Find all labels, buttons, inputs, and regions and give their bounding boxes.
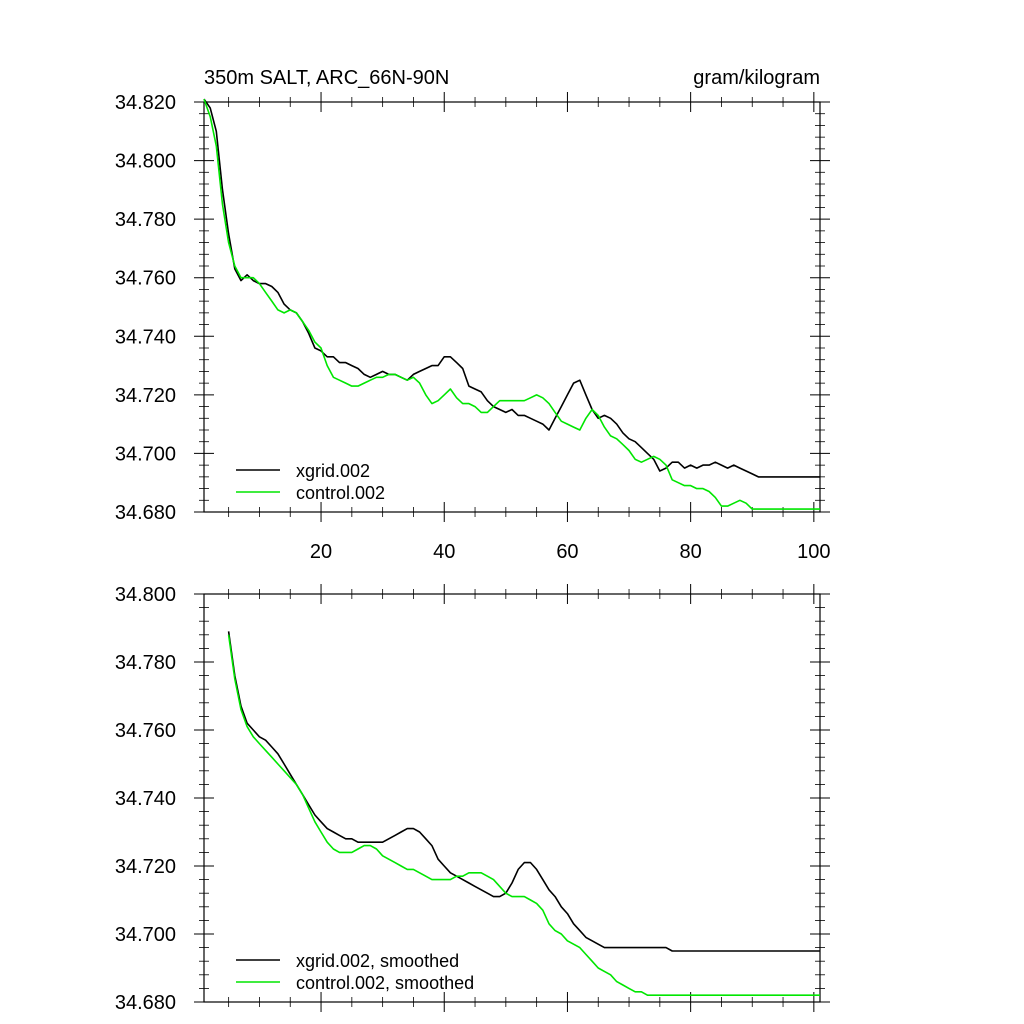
chart-title: 350m SALT, ARC_66N-90N	[204, 67, 449, 89]
y-tick-label: 34.700	[115, 924, 176, 946]
y-tick-label: 34.780	[115, 652, 176, 674]
y-tick-label: 34.800	[115, 584, 176, 606]
y-tick-label: 34.680	[115, 502, 176, 524]
y-tick-label: 34.720	[115, 385, 176, 407]
legend-label: xgrid.002	[296, 461, 370, 481]
y-tick-label: 34.680	[115, 992, 176, 1014]
units-label: gram/kilogram	[693, 67, 820, 89]
x-tick-label: 100	[797, 541, 830, 563]
x-tick-label: 60	[556, 541, 578, 563]
y-tick-label: 34.820	[115, 92, 176, 114]
x-tick-label: 80	[680, 541, 702, 563]
series-line-control	[203, 98, 820, 510]
y-tick-label: 34.800	[115, 151, 176, 173]
x-tick-label: 20	[310, 541, 332, 563]
y-tick-label: 34.760	[115, 720, 176, 742]
y-tick-label: 34.760	[115, 268, 176, 290]
series-line-xgrid	[203, 98, 820, 478]
plot-frame	[203, 101, 821, 513]
legend-label: control.002, smoothed	[296, 973, 474, 993]
series-line-control	[227, 634, 820, 997]
legend-label: control.002	[296, 483, 385, 503]
y-tick-label: 34.740	[115, 326, 176, 348]
chart-panel-1: 34.680 34.700 34.720 34.740 34.760 34.780 34.8…	[115, 67, 831, 563]
plot-frame	[203, 593, 821, 1003]
y-tick-label: 34.700	[115, 443, 176, 465]
chart-panel-2: 34.680 34.700 34.720 34.740 34.760 34.780 34.8…	[115, 584, 830, 1014]
legend-label: xgrid.002, smoothed	[296, 951, 459, 971]
x-tick-label: 40	[433, 541, 455, 563]
y-tick-label: 34.780	[115, 209, 176, 231]
y-tick-label: 34.740	[115, 788, 176, 810]
series-line-xgrid	[227, 631, 820, 952]
y-tick-label: 34.720	[115, 856, 176, 878]
